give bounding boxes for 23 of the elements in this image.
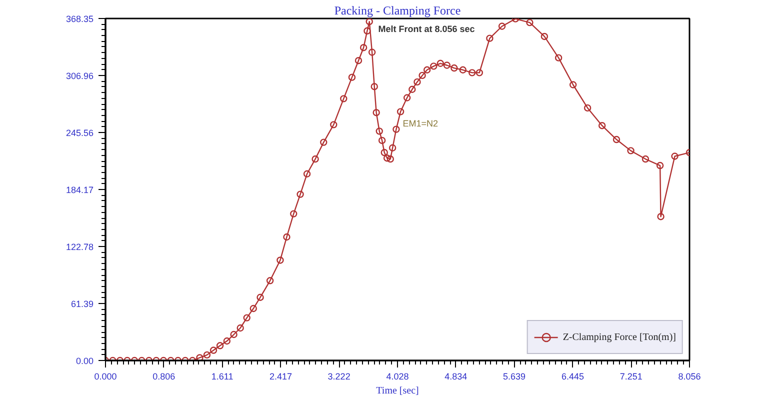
chart-title: Packing - Clamping Force [334, 4, 461, 18]
x-tick-label: 1.611 [211, 372, 234, 382]
x-tick-label: 8.056 [678, 372, 701, 382]
y-tick-label: 184.17 [66, 185, 94, 196]
x-tick-label: 0.000 [94, 372, 117, 382]
x-tick-label: 7.251 [620, 372, 642, 382]
x-tick-label: 0.806 [152, 372, 176, 382]
x-tick-label: 6.445 [561, 372, 584, 382]
x-tick-label: 3.222 [328, 372, 350, 382]
y-tick-label: 0.00 [76, 356, 94, 366]
y-tick-label: 368.35 [66, 14, 94, 24]
annotation: EM1=N2 [402, 118, 438, 128]
y-tick-label: 306.96 [66, 71, 94, 81]
y-tick-label: 122.78 [66, 242, 94, 252]
x-tick-label: 4.028 [386, 372, 409, 382]
x-tick-label: 2.417 [269, 372, 292, 382]
x-axis-title: Time [sec] [376, 386, 419, 396]
annotation: Melt Front at 8.056 sec [378, 24, 475, 34]
y-tick-label: 61.39 [70, 299, 94, 309]
y-tick-label: 245.56 [66, 128, 94, 138]
legend-label: Z-Clamping Force [Ton(m)] [562, 332, 676, 342]
x-tick-label: 5.639 [503, 372, 526, 382]
x-tick-label: 4.834 [444, 372, 468, 382]
